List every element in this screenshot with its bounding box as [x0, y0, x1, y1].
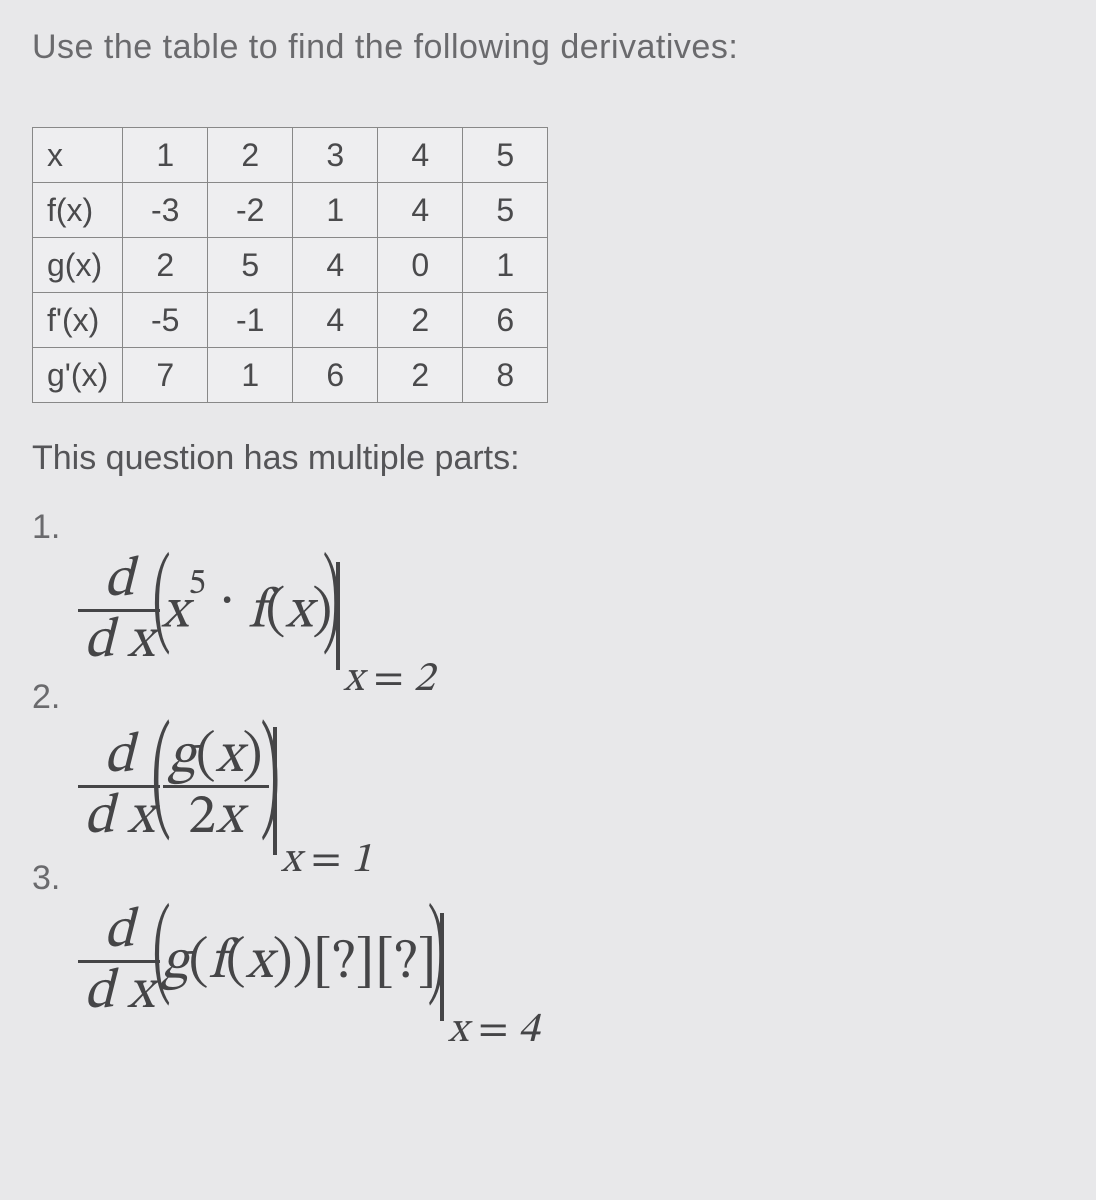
- cell: 5: [463, 183, 548, 238]
- cell: 2: [123, 238, 208, 293]
- part-number-2: 2.: [32, 678, 1064, 717]
- cell: 4: [293, 238, 378, 293]
- data-table: x12345f(x)-3-2145g(x)25401f'(x)-5-1426g'…: [32, 127, 548, 403]
- table-row: g(x)25401: [33, 238, 548, 293]
- intro-text: Use the table to find the following deri…: [32, 28, 1064, 67]
- row-label: f'(x): [33, 293, 123, 348]
- row-label: g'(x): [33, 348, 123, 403]
- cell: 1: [123, 128, 208, 183]
- part-number-3: 3.: [32, 859, 1064, 898]
- cell: 2: [378, 293, 463, 348]
- equation-1: d d x ( x5 · f(x) )x = 2: [76, 553, 1064, 670]
- cell: 6: [463, 293, 548, 348]
- row-label: f(x): [33, 183, 123, 238]
- part-number-1: 1.: [32, 508, 1064, 547]
- table-row: g'(x)71628: [33, 348, 548, 403]
- cell: -2: [208, 183, 293, 238]
- cell: 0: [378, 238, 463, 293]
- cell: 1: [208, 348, 293, 403]
- table-row: f'(x)-5-1426: [33, 293, 548, 348]
- equation-2: d d x ( g(x) 2x )x = 1: [76, 723, 1064, 851]
- cell: -3: [123, 183, 208, 238]
- cell: -5: [123, 293, 208, 348]
- cell: 5: [208, 238, 293, 293]
- cell: -1: [208, 293, 293, 348]
- cell: 4: [378, 128, 463, 183]
- cell: 3: [293, 128, 378, 183]
- row-label: g(x): [33, 238, 123, 293]
- cell: 4: [378, 183, 463, 238]
- multipart-heading: This question has multiple parts:: [32, 439, 1064, 478]
- cell: 4: [293, 293, 378, 348]
- cell: 5: [463, 128, 548, 183]
- cell: 1: [463, 238, 548, 293]
- cell: 8: [463, 348, 548, 403]
- cell: 7: [123, 348, 208, 403]
- row-label: x: [33, 128, 123, 183]
- table-row: x12345: [33, 128, 548, 183]
- cell: 2: [378, 348, 463, 403]
- equation-3: d d x ( g(f(x))[?][?] )x = 4: [76, 904, 1064, 1021]
- cell: 6: [293, 348, 378, 403]
- cell: 1: [293, 183, 378, 238]
- table-row: f(x)-3-2145: [33, 183, 548, 238]
- cell: 2: [208, 128, 293, 183]
